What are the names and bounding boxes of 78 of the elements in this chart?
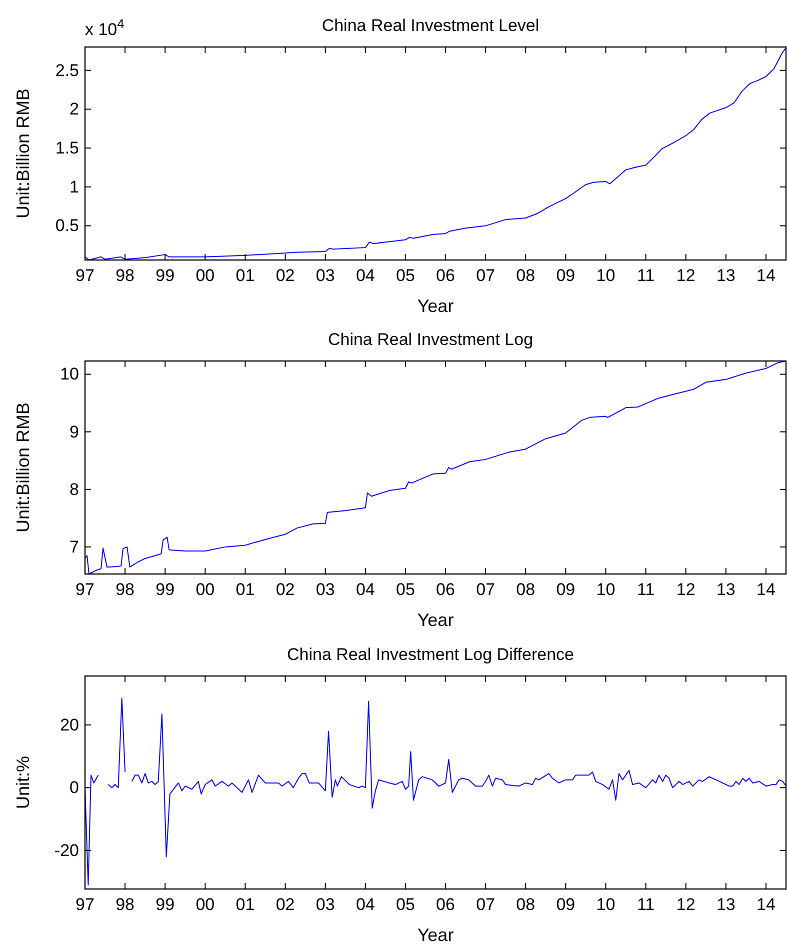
x-tick-label: 00 [196, 895, 215, 914]
x-tick-label: 03 [316, 266, 335, 286]
y-tick-label: 1 [70, 177, 79, 196]
x-axis-title: Year [417, 610, 454, 630]
y-tick-label: 0.5 [55, 216, 79, 236]
y-axis-title: Unit:% [13, 756, 33, 810]
x-tick-label: 10 [596, 266, 616, 286]
x-tick-label: 99 [156, 266, 175, 286]
x-tick-label: 06 [436, 895, 455, 914]
x-tick-label: 12 [676, 580, 696, 600]
x-tick-label: 14 [756, 895, 776, 914]
x-tick-label: 99 [156, 895, 175, 914]
x-tick-label: 05 [396, 895, 415, 914]
x-tick-label: 07 [476, 266, 496, 286]
x-tick-label: 98 [116, 266, 135, 286]
y-tick-label: 9 [70, 422, 79, 442]
x-tick-label: 12 [676, 895, 696, 914]
x-tick-label: 14 [756, 580, 776, 600]
x-tick-label: 97 [76, 266, 94, 286]
x-tick-label: 13 [716, 895, 736, 914]
x-tick-label: 00 [196, 266, 215, 286]
x-tick-label: 99 [156, 580, 175, 600]
y-tick-label: 1.5 [55, 138, 79, 158]
x-tick-label: 04 [356, 266, 375, 286]
x-tick-label: 13 [716, 266, 736, 286]
x-tick-label: 03 [316, 580, 335, 600]
chart-title: China Real Investment Log Difference [287, 645, 574, 664]
x-tick-label: 06 [436, 580, 455, 600]
x-tick-label: 02 [276, 580, 295, 600]
y-axis-title: Unit:Billion RMB [13, 88, 33, 219]
y-tick-label: 10 [60, 364, 79, 384]
x-tick-label: 09 [556, 266, 576, 286]
x-tick-label: 03 [316, 895, 335, 914]
x-tick-label: 00 [196, 580, 215, 600]
y-tick-label: 8 [70, 480, 79, 499]
x-tick-label: 11 [636, 580, 655, 600]
line-series [85, 360, 786, 574]
x-tick-label: 07 [476, 895, 496, 914]
x-tick-label: 02 [276, 895, 295, 914]
x-tick-label: 05 [396, 266, 415, 286]
chart-title: China Real Investment Level [322, 16, 540, 35]
x-tick-label: 11 [636, 266, 655, 286]
x-tick-label: 10 [596, 895, 616, 914]
x-tick-label: 97 [76, 895, 94, 914]
y-tick-label: 7 [70, 537, 79, 556]
x-tick-label: 13 [716, 580, 736, 600]
line-series [85, 47, 786, 260]
x-tick-label: 04 [356, 895, 375, 914]
x-tick-label: 06 [436, 266, 455, 286]
x-axis-title: Year [417, 925, 454, 945]
x-tick-label: 98 [116, 580, 135, 600]
text: x 10$^{4}$ [85, 16, 124, 39]
x-tick-label: 08 [516, 266, 536, 286]
x-tick-label: 97 [76, 580, 94, 600]
x-tick-label: 01 [236, 580, 255, 600]
x-tick-label: 07 [476, 580, 496, 600]
y-axis-title: Unit:Billion RMB [13, 402, 33, 533]
x-tick-label: 05 [396, 580, 415, 600]
x-tick-label: 02 [276, 266, 295, 286]
x-tick-label: 11 [636, 895, 655, 914]
x-tick-label: 12 [676, 266, 696, 286]
x-tick-label: 08 [516, 580, 536, 600]
y-tick-label: 2.5 [55, 60, 79, 80]
x-tick-label: 01 [236, 266, 255, 286]
x-tick-label: 04 [356, 580, 375, 600]
x-axis-title: Year [417, 296, 454, 316]
y-tick-label: 0 [70, 778, 79, 798]
y-tick-label: 2 [70, 100, 79, 119]
y-tick-label: -20 [54, 840, 79, 860]
x-tick-label: 08 [516, 895, 536, 914]
x-tick-label: 09 [556, 580, 576, 600]
x-tick-label: 10 [596, 580, 616, 600]
chart-title: China Real Investment Log [328, 330, 534, 349]
y-tick-label: 20 [60, 715, 79, 734]
x-tick-label: 14 [756, 266, 776, 286]
x-tick-label: 01 [236, 895, 255, 914]
x-tick-label: 09 [556, 895, 576, 914]
x-tick-label: 98 [116, 895, 135, 914]
